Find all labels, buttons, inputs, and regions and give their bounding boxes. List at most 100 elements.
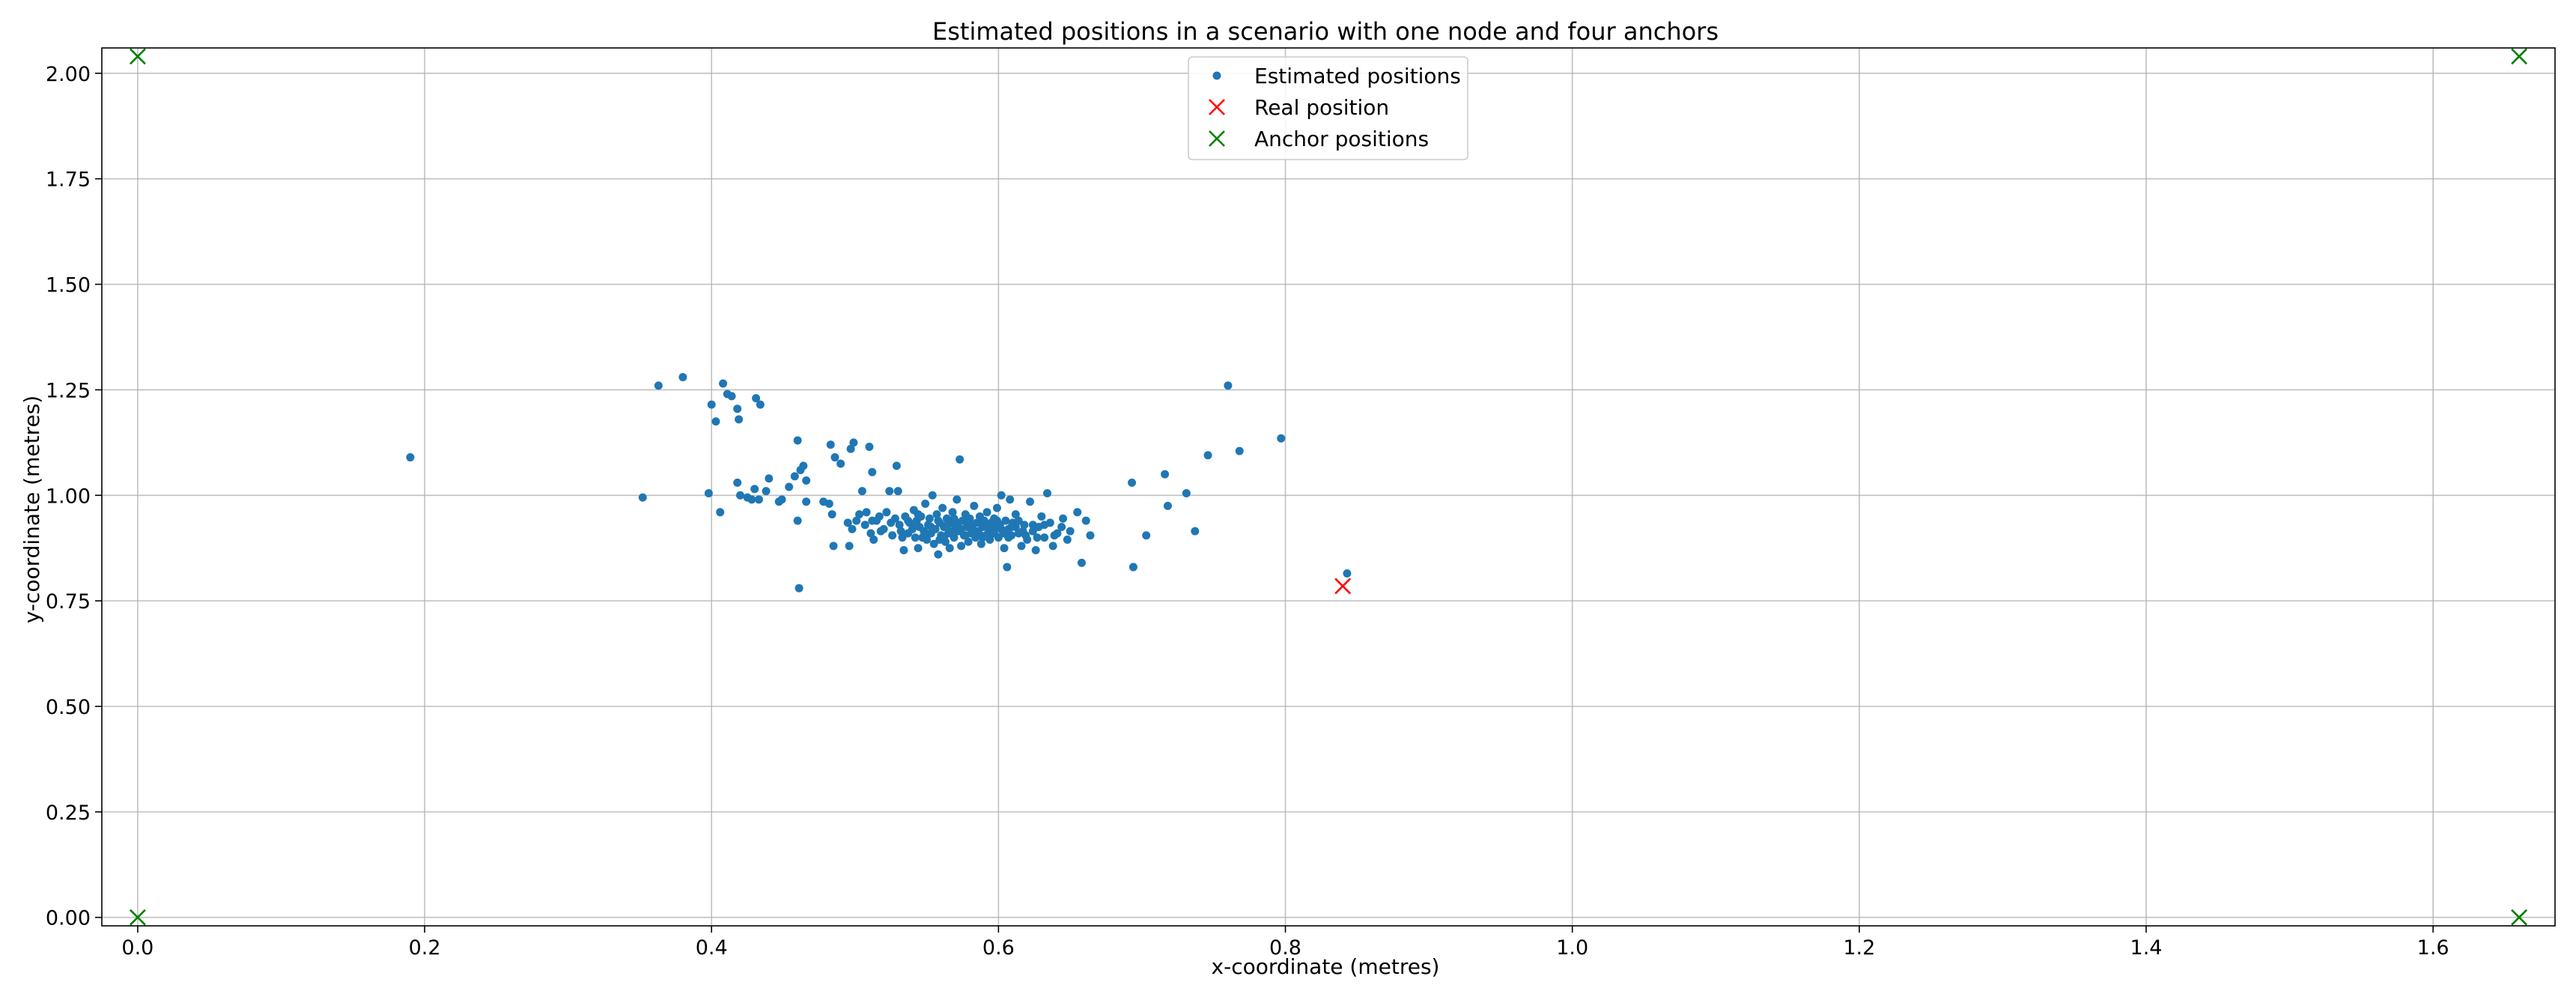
estimated-position-point xyxy=(827,510,836,519)
x-tick-label: 1.6 xyxy=(2417,936,2449,960)
x-tick-label: 0.8 xyxy=(1269,936,1301,960)
estimated-position-point xyxy=(1057,523,1066,532)
estimated-position-point xyxy=(970,501,979,510)
y-tick-label: 0.50 xyxy=(46,696,91,719)
estimated-position-point xyxy=(1161,470,1170,479)
estimated-position-point xyxy=(926,523,935,532)
estimated-position-point xyxy=(869,535,878,544)
estimated-position-point xyxy=(868,516,877,525)
estimated-position-point xyxy=(862,508,871,517)
estimated-position-point xyxy=(947,527,956,536)
estimated-position-point xyxy=(750,485,759,494)
estimated-position-point xyxy=(754,495,763,504)
estimated-position-point xyxy=(957,524,966,533)
x-axis-label: x-coordinate (metres) xyxy=(1212,954,1440,979)
y-tick-label: 0.00 xyxy=(46,907,91,930)
estimated-position-point xyxy=(654,381,663,390)
x-tick-label: 0.4 xyxy=(696,936,728,960)
tick-layer: 0.0 0.2 0.4 0.6 0.8 1.0 1.2 1.4 1.6 0.00 0.25 0.50 0… xyxy=(46,63,2449,960)
legend-label: Anchor positions xyxy=(1254,127,1429,151)
estimated-position-point xyxy=(956,455,965,464)
legend-marker-anchor-stroke xyxy=(1209,130,1225,147)
anchor-position-marker-stroke xyxy=(129,48,146,65)
estimated-position-point xyxy=(1235,446,1244,455)
estimated-position-point xyxy=(1182,488,1191,497)
estimated-position-point xyxy=(846,444,855,453)
estimated-position-point xyxy=(793,516,802,525)
estimated-position-point xyxy=(1000,544,1009,553)
estimated-position-point xyxy=(932,510,941,519)
y-tick-label: 1.00 xyxy=(46,485,91,508)
x-tick-label: 0.0 xyxy=(121,936,154,960)
legend-marker-real xyxy=(1209,99,1225,115)
estimated-position-point xyxy=(914,544,923,553)
anchor-position-marker-stroke xyxy=(129,909,146,926)
estimated-position-point xyxy=(826,440,835,449)
points-layer xyxy=(129,48,2528,926)
estimated-position-point xyxy=(802,497,811,506)
estimated-position-point xyxy=(1000,529,1009,538)
estimated-position-point xyxy=(950,533,959,542)
estimated-position-point xyxy=(997,491,1006,500)
estimated-position-point xyxy=(1059,514,1068,523)
estimated-position-point xyxy=(824,500,833,509)
estimated-position-point xyxy=(849,438,858,447)
estimated-position-point xyxy=(882,508,891,517)
estimated-position-point xyxy=(1343,569,1352,578)
estimated-position-point xyxy=(1021,531,1030,540)
estimated-position-point xyxy=(1163,501,1172,510)
legend: Estimated positions Real position Anchor p… xyxy=(1188,56,1468,160)
estimated-position-point xyxy=(1086,531,1095,540)
estimated-position-point xyxy=(1191,527,1200,536)
estimated-position-point xyxy=(1020,521,1029,530)
estimated-position-point xyxy=(716,508,725,517)
chart-title: Estimated positions in a scenario with o… xyxy=(932,17,1719,46)
estimated-position-point xyxy=(885,487,894,496)
estimated-position-point xyxy=(978,533,987,542)
estimated-position-point xyxy=(1026,497,1035,506)
estimated-position-point xyxy=(799,461,808,470)
legend-box xyxy=(1188,56,1468,160)
estimated-position-point xyxy=(777,495,786,504)
estimated-position-point xyxy=(911,521,920,530)
estimated-position-point xyxy=(855,510,864,519)
estimated-position-point xyxy=(895,521,904,530)
estimated-position-point xyxy=(929,539,938,548)
estimated-position-point xyxy=(793,436,802,445)
estimated-position-point xyxy=(1028,527,1037,536)
estimated-position-point xyxy=(860,521,869,530)
estimated-position-point xyxy=(830,453,839,462)
estimated-position-point xyxy=(914,510,923,519)
y-tick-label: 0.25 xyxy=(46,801,91,825)
estimated-position-point xyxy=(752,394,761,403)
estimated-position-point xyxy=(736,491,745,500)
estimated-position-point xyxy=(1224,381,1233,390)
estimated-position-point xyxy=(852,516,861,525)
y-tick-label: 2.00 xyxy=(46,63,91,86)
x-tick-label: 1.0 xyxy=(1556,936,1588,960)
estimated-position-point xyxy=(953,495,962,504)
estimated-position-point xyxy=(1142,531,1151,540)
estimated-position-point xyxy=(845,542,854,551)
estimated-position-point xyxy=(921,500,930,509)
estimated-position-point xyxy=(950,514,959,523)
legend-label: Real position xyxy=(1254,95,1389,120)
estimated-position-point xyxy=(892,461,901,470)
estimated-position-point xyxy=(790,472,799,481)
anchor-position-marker-stroke xyxy=(2511,909,2528,926)
estimated-position-point xyxy=(802,476,811,485)
estimated-position-point xyxy=(898,533,907,542)
estimated-position-point xyxy=(1277,434,1286,443)
y-tick-label: 1.50 xyxy=(46,274,91,297)
estimated-position-point xyxy=(1081,516,1090,525)
estimated-position-point xyxy=(925,514,934,523)
estimated-position-point xyxy=(1040,533,1049,542)
estimated-position-point xyxy=(795,584,804,593)
estimated-position-point xyxy=(1063,535,1072,544)
estimated-position-point xyxy=(973,518,982,527)
estimated-position-point xyxy=(1033,533,1042,542)
plot-frame xyxy=(101,47,2556,927)
estimated-position-point xyxy=(406,453,415,462)
estimated-position-point xyxy=(1014,516,1023,525)
